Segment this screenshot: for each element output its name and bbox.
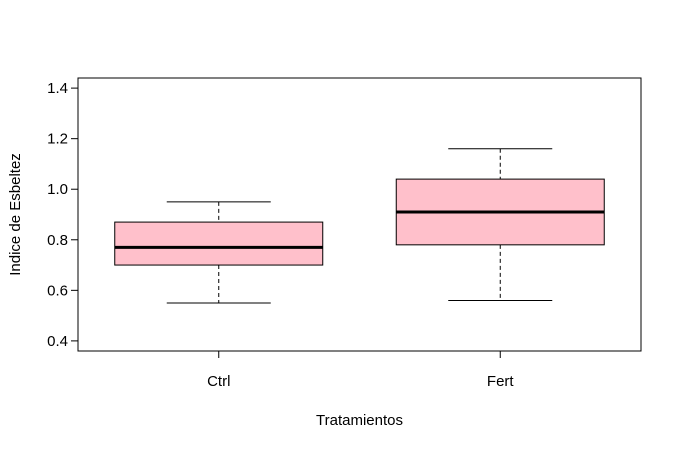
y-axis-title: Indice de Esbeltez	[7, 153, 24, 276]
x-axis-title: Tratamientos	[316, 412, 403, 429]
y-tick-label: 0.8	[47, 232, 68, 249]
x-tick-label: Fert	[487, 373, 515, 390]
x-tick-label: Ctrl	[207, 373, 230, 390]
y-tick-label: 0.4	[47, 333, 68, 350]
y-axis: 0.4 0.6 0.8 1.0 1.2 1.4	[47, 80, 79, 350]
boxes-layer	[114, 148, 605, 304]
x-axis: Ctrl Fert	[207, 350, 515, 390]
box-group	[395, 148, 605, 301]
y-tick-label: 1.0	[47, 181, 68, 198]
box-group	[114, 201, 324, 304]
y-tick-label: 1.4	[47, 80, 68, 97]
y-tick-label: 0.6	[47, 282, 68, 299]
box-iqr	[114, 221, 324, 266]
y-tick-label: 1.2	[47, 131, 68, 148]
